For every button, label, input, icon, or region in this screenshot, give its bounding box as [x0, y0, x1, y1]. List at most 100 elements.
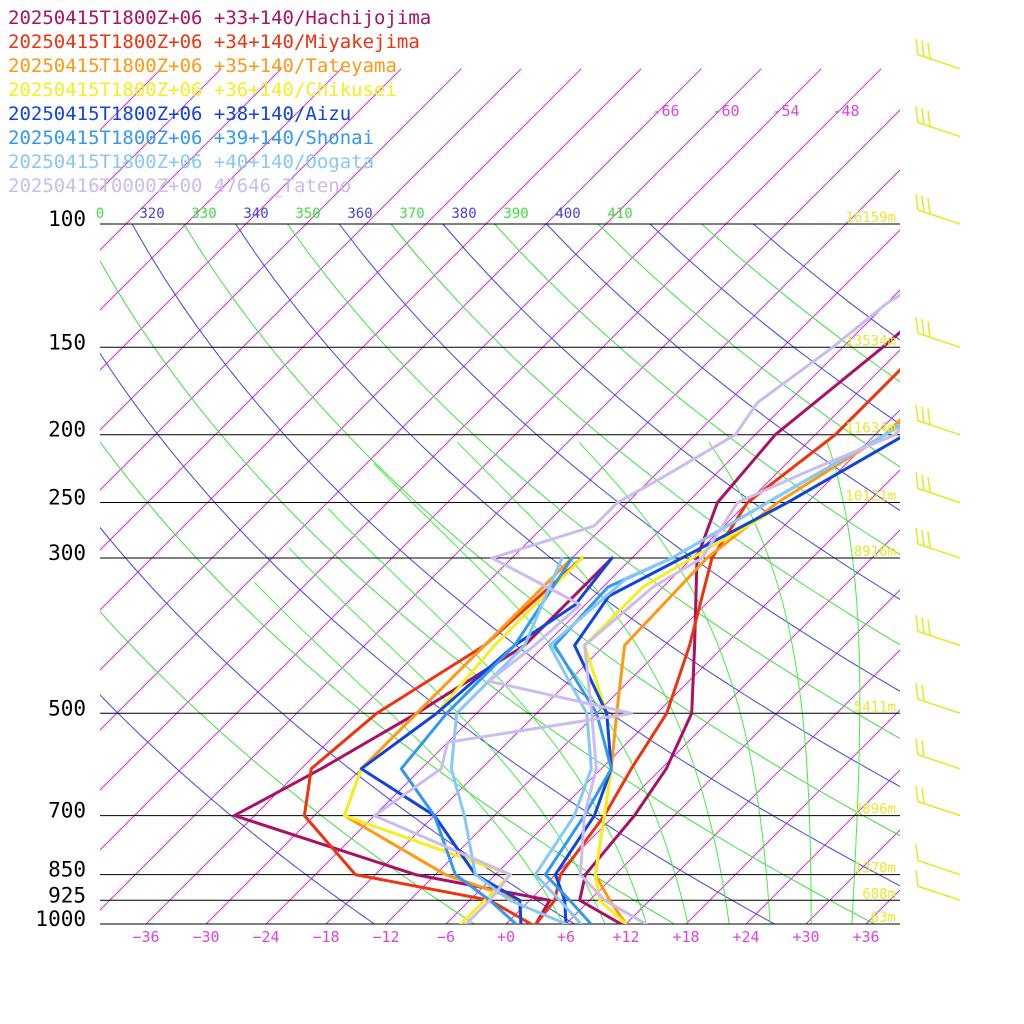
temperature-profile — [578, 426, 900, 924]
theta-label: 370 — [399, 206, 424, 222]
height-label: 63m — [871, 910, 896, 926]
temperature-tick-label: +6 — [557, 928, 575, 946]
moist-adiabat-line — [253, 581, 564, 924]
dewpoint-profile — [232, 556, 614, 924]
wind-barb — [915, 785, 961, 817]
pressure-tick-label: 300 — [48, 541, 86, 565]
theta-label: 360 — [347, 206, 372, 222]
temperature-tick-label: +36 — [852, 928, 879, 946]
temperature-profile — [583, 436, 900, 924]
wind-barb — [915, 844, 961, 876]
dry-adiabat-line — [235, 223, 900, 788]
pressure-tick-label: 500 — [48, 696, 86, 720]
moist-adiabat-line — [826, 442, 861, 924]
moist-adiabat-line — [578, 441, 771, 924]
dry-adiabat-line — [100, 440, 676, 924]
isotherm-line — [325, 349, 900, 924]
pressure-tick-label: 250 — [48, 486, 86, 510]
pressure-tick-label: 150 — [48, 330, 86, 354]
wind-barb — [915, 870, 961, 902]
temperature-tick-label: −30 — [192, 928, 219, 946]
height-label: 16159m — [845, 210, 896, 226]
temperature-tick-label: −6 — [437, 928, 455, 946]
height-label: 10121m — [845, 489, 896, 505]
height-label: 688m — [862, 886, 896, 902]
legend-entry: 20250415T1800Z+06 +33+140/Hachijojima — [8, 7, 431, 29]
moist-adiabat-line — [288, 547, 606, 924]
legend-entry: 20250415T1800Z+06 +34+140/Miyakejima — [8, 31, 420, 53]
sounding-series — [232, 293, 900, 924]
theta-label: 380 — [451, 206, 476, 222]
isotherm-line — [100, 68, 282, 251]
pressure-tick-label: 925 — [48, 883, 86, 907]
isotherm-line — [100, 68, 522, 491]
dry-adiabat-grid — [100, 223, 900, 924]
legend-entry: 20250415T1800Z+06 +35+140/Tateyama — [8, 55, 397, 77]
wind-barb — [915, 106, 961, 138]
isotherm-line — [986, 69, 1024, 924]
dry-adiabat-line — [701, 223, 900, 383]
isotherm-line — [100, 68, 702, 671]
temperature-profile — [534, 367, 900, 924]
dewpoint-profile — [302, 556, 584, 924]
dry-adiabat-line — [338, 223, 900, 692]
wind-barbs — [915, 38, 961, 902]
isotherm-line — [565, 589, 900, 924]
theta-label: 390 — [503, 206, 528, 222]
dry-adiabat-line — [390, 223, 900, 646]
dry-adiabat-line — [100, 352, 776, 924]
isotherm-line — [265, 289, 900, 924]
temperature-profile — [578, 330, 900, 924]
legend-entry: 20250415T1800Z+06 +40+140/Oogata — [8, 151, 374, 173]
pressure-tick-label: 1000 — [35, 907, 86, 931]
dry-adiabat-line — [286, 223, 900, 740]
temperature-tick-label: +30 — [792, 928, 819, 946]
upper-isotherm-label: -54 — [772, 102, 799, 120]
isotherm-line — [505, 529, 900, 924]
wind-barb — [915, 683, 961, 715]
isotherm-line — [745, 769, 900, 924]
pressure-tick-label: 850 — [48, 858, 86, 882]
isotherm-line — [100, 109, 900, 911]
height-label: 5411m — [854, 699, 896, 715]
dry-adiabat-line — [100, 694, 376, 924]
isotherm-line — [205, 229, 900, 924]
moist-adiabat-line — [708, 441, 812, 924]
legend-entry: 20250415T1800Z+06 +39+140/Shonai — [8, 127, 374, 149]
isotherm-line — [100, 68, 342, 311]
height-label: 2896m — [854, 802, 896, 818]
temperature-tick-label: −24 — [252, 928, 279, 946]
isotherm-line — [100, 68, 882, 851]
isotherm-line — [100, 68, 822, 791]
isotherm-line — [100, 68, 762, 731]
upper-isotherm-label: -48 — [832, 102, 859, 120]
legend-entry: 20250416T0000Z+00 47646_Tateno — [8, 175, 351, 197]
wind-barb — [915, 317, 961, 349]
upper-isotherm-label: -66 — [652, 102, 679, 120]
wind-barb — [915, 193, 961, 225]
isotherm-line — [100, 68, 462, 431]
legend-entry: 20250415T1800Z+06 +38+140/Aizu — [8, 103, 351, 125]
theta-label: 330 — [191, 206, 216, 222]
theta-label: 400 — [555, 206, 580, 222]
upper-isotherm-label: -60 — [712, 102, 739, 120]
wind-barb — [915, 527, 961, 559]
theta-label: 340 — [243, 206, 268, 222]
temperature-tick-label: −18 — [312, 928, 339, 946]
theta-label: 320 — [139, 206, 164, 222]
height-label: 11634m — [845, 421, 896, 437]
isotherm-line — [445, 469, 900, 924]
temperature-tick-label: +0 — [497, 928, 515, 946]
wind-barb — [915, 38, 961, 70]
pressure-tick-label: 200 — [48, 418, 86, 442]
wind-barb — [915, 615, 961, 647]
isotherm-line — [685, 709, 900, 924]
temperature-tick-label: −12 — [372, 928, 399, 946]
dewpoint-profile — [449, 556, 568, 924]
temperature-profile — [593, 417, 900, 924]
height-label: 13534m — [845, 333, 896, 349]
theta-label: 0 — [96, 206, 104, 222]
temperature-tick-label: +24 — [732, 928, 759, 946]
